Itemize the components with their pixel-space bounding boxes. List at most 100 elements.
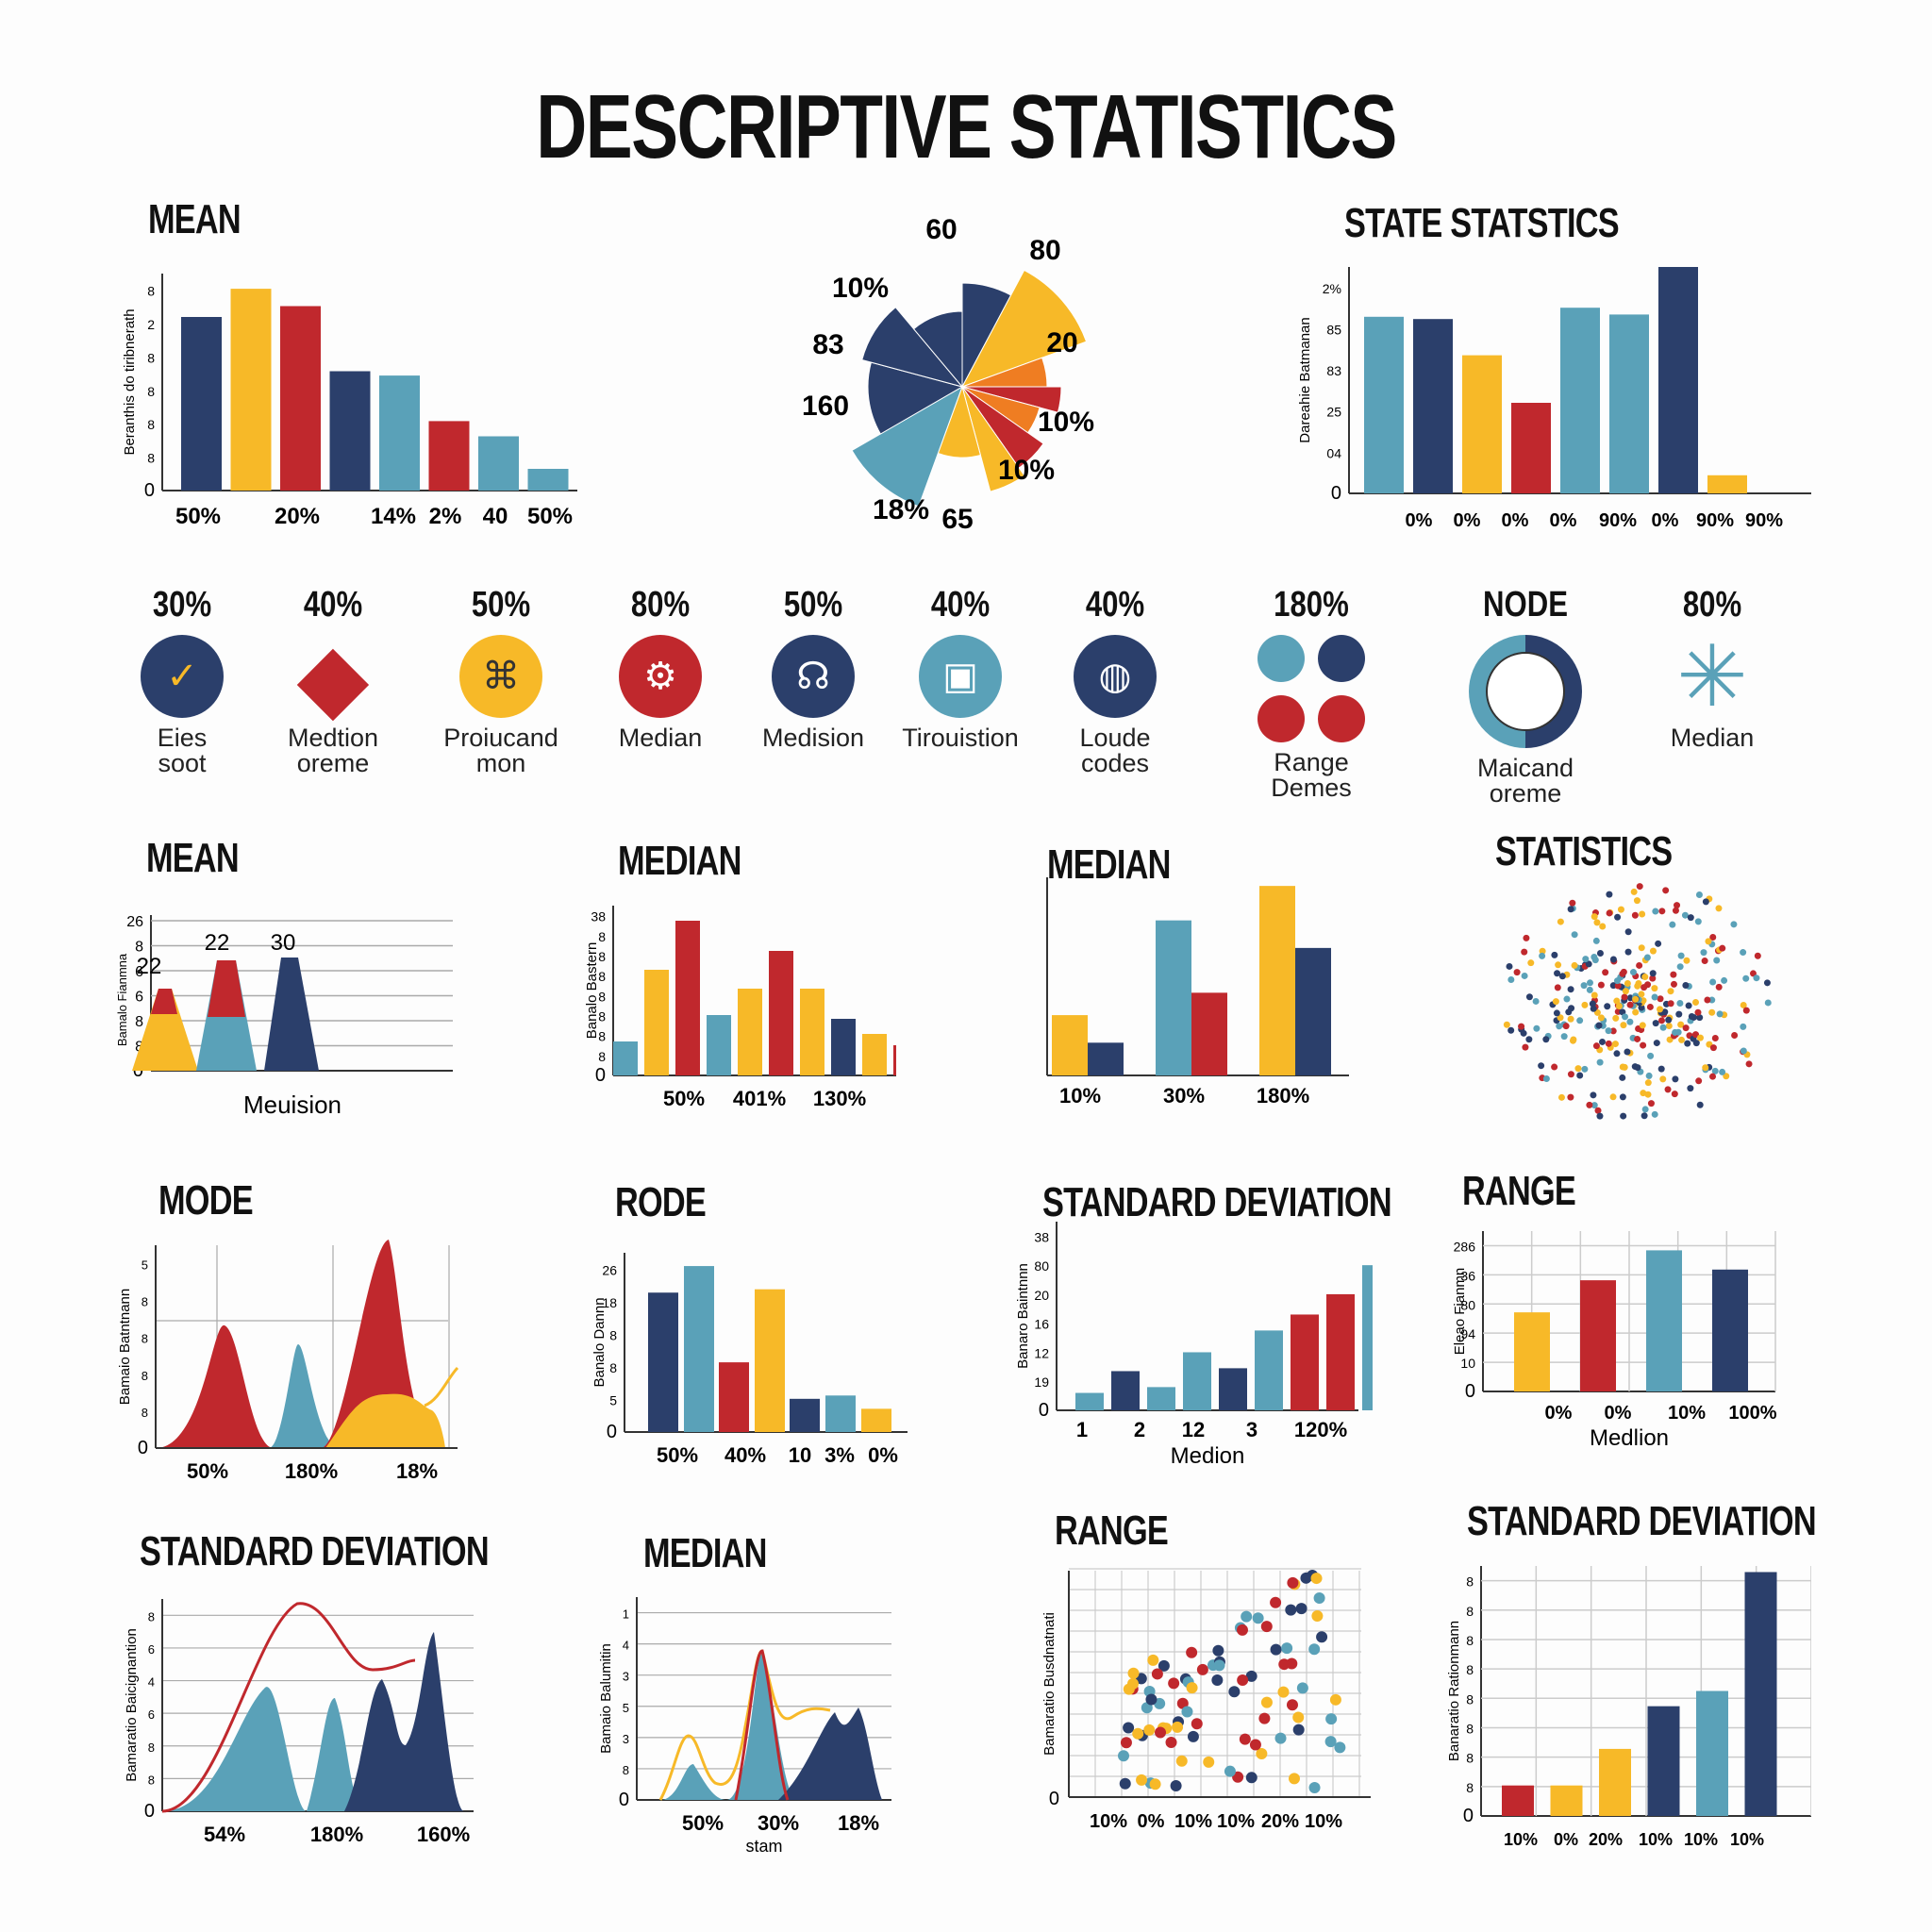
scatter-point bbox=[1671, 1091, 1678, 1098]
bar bbox=[1291, 1314, 1319, 1410]
scatter-point bbox=[1655, 940, 1662, 947]
bar bbox=[684, 1266, 714, 1432]
scatter-point bbox=[1245, 1670, 1257, 1682]
scatter-point bbox=[1149, 1778, 1161, 1790]
scatter-point bbox=[1119, 1777, 1131, 1790]
icon-percentage: NODE bbox=[1482, 585, 1569, 625]
y-axis-label: Beranthis do tiribnerath bbox=[122, 308, 138, 455]
scatter-point bbox=[1667, 988, 1674, 995]
scatter-point bbox=[1523, 934, 1530, 941]
bar bbox=[1462, 355, 1502, 493]
y-tick-label: 8 bbox=[142, 1369, 148, 1383]
scatter-point bbox=[1719, 1068, 1726, 1075]
x-tick-label: 30% bbox=[758, 1811, 799, 1835]
x-tick-label: 50% bbox=[663, 1087, 705, 1110]
scatter-point bbox=[1606, 891, 1613, 898]
icon-percentage: 40% bbox=[930, 585, 991, 625]
scatter-point bbox=[1634, 1035, 1641, 1042]
scatter-point bbox=[1136, 1774, 1148, 1786]
x-tick-label: 10% bbox=[1217, 1811, 1255, 1832]
scatter-point bbox=[1687, 1085, 1694, 1092]
scatter-point bbox=[1196, 1663, 1208, 1675]
x-tick-label: 160% bbox=[417, 1823, 470, 1846]
scatter-point bbox=[1591, 953, 1598, 960]
network-icon: ⌘ bbox=[459, 635, 542, 718]
scatter-point bbox=[1576, 1017, 1584, 1024]
scatter-point bbox=[1719, 944, 1726, 952]
y-tick-label: 8 bbox=[148, 1740, 155, 1755]
area-series bbox=[778, 1707, 882, 1800]
x-tick-label: 0% bbox=[868, 1443, 898, 1467]
triangle-top bbox=[151, 989, 177, 1014]
x-tick-label: 0% bbox=[1652, 510, 1679, 531]
scatter-point bbox=[1554, 984, 1561, 991]
bar bbox=[1658, 267, 1698, 493]
pie-slice bbox=[867, 361, 964, 435]
scatter-point bbox=[1645, 1072, 1653, 1079]
scatter-point bbox=[1659, 1024, 1667, 1031]
scatter-point bbox=[1165, 1736, 1177, 1748]
scatter-point bbox=[1657, 1006, 1664, 1013]
globe-icon: ◍ bbox=[1074, 635, 1157, 718]
x-tick-label: 100% bbox=[1728, 1403, 1776, 1424]
y-axis-label: Banaratio Rationmann bbox=[1446, 1621, 1462, 1761]
scatter-point bbox=[1764, 999, 1772, 1007]
scatter-point bbox=[1629, 969, 1637, 976]
scatter-point bbox=[1695, 1077, 1703, 1085]
scatter-point bbox=[1702, 898, 1709, 906]
scatter-point bbox=[1677, 952, 1685, 959]
y-tick-label: 26 bbox=[126, 914, 143, 930]
y-tick-label: 8 bbox=[135, 1014, 143, 1030]
scatter-point bbox=[1597, 1014, 1605, 1022]
scatter-point bbox=[1620, 1022, 1627, 1029]
scatter-point bbox=[1308, 1781, 1321, 1793]
scatter-point bbox=[1669, 921, 1676, 928]
scatter-point bbox=[1311, 1610, 1324, 1623]
sd-bar-2-title: STANDARD DEVIATION bbox=[1467, 1498, 1817, 1544]
pie-label: 160 bbox=[802, 391, 849, 422]
x-tick-label: 18% bbox=[838, 1811, 879, 1835]
y-tick-label: 4 bbox=[623, 1639, 629, 1653]
scatter-point bbox=[1590, 1005, 1597, 1012]
y-tick-label: 8 bbox=[148, 1773, 155, 1787]
scatter-point bbox=[1682, 1024, 1690, 1032]
y-tick-label: 8 bbox=[1466, 1691, 1474, 1707]
scatter-point bbox=[1672, 1075, 1679, 1083]
icon-item: NODE Maicand oreme bbox=[1445, 585, 1606, 807]
y-tick-label: 8 bbox=[609, 1327, 617, 1342]
scatter-point bbox=[1533, 1024, 1541, 1032]
scatter-point bbox=[1191, 1718, 1203, 1730]
scatter-point bbox=[1715, 905, 1723, 912]
y-tick-label: 8 bbox=[135, 940, 143, 956]
bar bbox=[1088, 1042, 1124, 1075]
x-tick-label: 0% bbox=[1550, 510, 1577, 531]
scatter-point bbox=[1614, 913, 1622, 921]
scatter-point bbox=[1657, 1065, 1665, 1073]
bar bbox=[1599, 1748, 1631, 1816]
scatter-point bbox=[1619, 1074, 1626, 1081]
scatter-point bbox=[1143, 1724, 1156, 1736]
bar bbox=[1255, 1330, 1283, 1410]
scatter-point bbox=[1586, 979, 1593, 987]
scatter-point bbox=[1260, 1696, 1273, 1708]
scatter-point bbox=[1609, 1027, 1617, 1035]
y-tick-label: 8 bbox=[1466, 1751, 1474, 1766]
y-tick-label: 0 bbox=[1331, 483, 1341, 504]
scatter-point bbox=[1621, 993, 1628, 1001]
scatter-point bbox=[1716, 1010, 1724, 1018]
scatter-point bbox=[1145, 1693, 1158, 1706]
scatter-point bbox=[1723, 1073, 1730, 1080]
scatter-point bbox=[1676, 963, 1684, 971]
x-tick-label: 10 bbox=[789, 1443, 811, 1467]
icon-label: Proiucand mon bbox=[443, 724, 558, 777]
scatter-point bbox=[1740, 1047, 1747, 1055]
scatter-point bbox=[1647, 1052, 1655, 1059]
area-series bbox=[344, 1632, 464, 1811]
icon-percentage: 80% bbox=[630, 585, 691, 625]
x-tick-label: 40% bbox=[724, 1443, 766, 1467]
bar bbox=[1514, 1312, 1550, 1391]
scatter-point bbox=[1599, 923, 1607, 930]
scatter-point bbox=[1503, 1021, 1510, 1028]
scatter-point bbox=[1641, 1112, 1648, 1120]
